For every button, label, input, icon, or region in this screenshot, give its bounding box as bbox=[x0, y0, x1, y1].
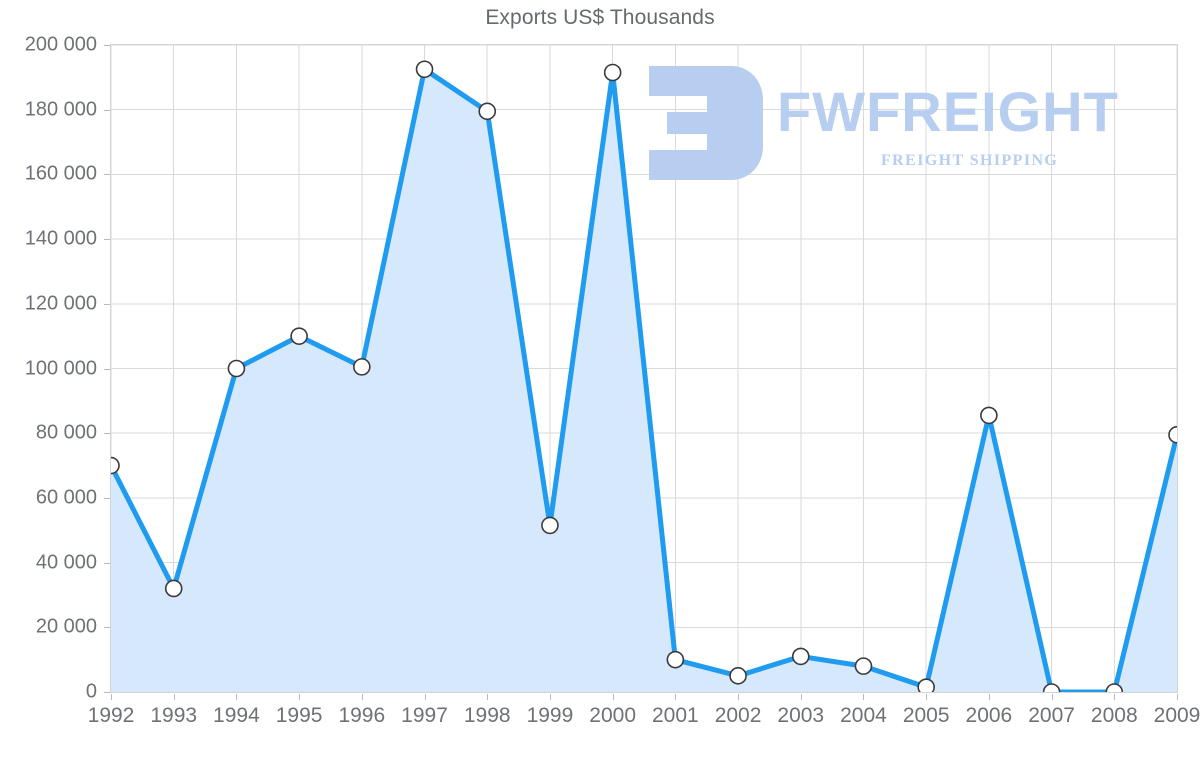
data-point-marker[interactable] bbox=[415, 60, 434, 79]
x-tick-label: 2004 bbox=[840, 704, 887, 727]
x-tick-mark bbox=[550, 694, 551, 700]
x-tick-mark bbox=[1052, 694, 1053, 700]
x-tick-label: 2006 bbox=[965, 704, 1013, 727]
data-point-marker[interactable] bbox=[111, 456, 120, 475]
y-tick-label: 60 000 bbox=[35, 486, 97, 509]
x-tick-label: 1994 bbox=[213, 704, 260, 727]
data-point-marker[interactable] bbox=[854, 657, 873, 675]
x-tick-mark bbox=[236, 694, 237, 700]
data-point-marker[interactable] bbox=[541, 516, 559, 535]
x-tick-label: 2000 bbox=[589, 704, 636, 727]
y-tick-label: 20 000 bbox=[35, 615, 97, 638]
x-tick-mark bbox=[425, 694, 426, 700]
y-tick-label: 180 000 bbox=[24, 98, 97, 121]
y-tick-label: 140 000 bbox=[24, 227, 97, 250]
x-tick-mark bbox=[362, 694, 363, 700]
x-tick-label: 2008 bbox=[1090, 704, 1138, 727]
x-tick-label: 1995 bbox=[275, 704, 323, 727]
x-tick-mark bbox=[926, 694, 927, 700]
y-tick-mark bbox=[104, 627, 110, 628]
x-tick-label: 2005 bbox=[902, 704, 950, 727]
series-svg bbox=[111, 45, 1177, 692]
y-tick-label: 120 000 bbox=[24, 292, 97, 315]
y-tick-mark bbox=[104, 433, 110, 434]
x-tick-mark bbox=[989, 694, 990, 700]
x-tick-mark bbox=[801, 694, 802, 700]
x-tick-mark bbox=[1114, 694, 1115, 700]
x-tick-mark bbox=[738, 694, 739, 700]
y-tick-label: 200 000 bbox=[24, 33, 97, 56]
x-tick-mark bbox=[613, 694, 614, 700]
y-tick-mark bbox=[104, 304, 110, 305]
data-point-marker[interactable] bbox=[227, 359, 246, 378]
y-tick-mark bbox=[104, 498, 110, 499]
chart-title: Exports US$ Thousands bbox=[485, 6, 715, 29]
data-point-marker[interactable] bbox=[478, 102, 497, 121]
x-tick-label: 2003 bbox=[777, 704, 825, 727]
data-point-marker[interactable] bbox=[791, 647, 810, 666]
data-point-marker[interactable] bbox=[1042, 683, 1061, 692]
x-tick-label: 1997 bbox=[401, 704, 448, 727]
data-point-marker[interactable] bbox=[290, 327, 308, 345]
data-point-marker[interactable] bbox=[917, 678, 935, 692]
x-tick-mark bbox=[299, 694, 300, 700]
data-point-marker[interactable] bbox=[164, 579, 183, 598]
y-tick-mark bbox=[104, 174, 110, 175]
data-point-marker[interactable] bbox=[1105, 683, 1124, 692]
y-tick-label: 100 000 bbox=[24, 357, 97, 379]
y-tick-label: 160 000 bbox=[24, 162, 97, 185]
data-point-marker[interactable] bbox=[729, 667, 747, 685]
x-tick-mark bbox=[487, 694, 488, 700]
data-point-marker[interactable] bbox=[666, 650, 685, 669]
x-tick-label: 1998 bbox=[463, 704, 511, 727]
y-tick-mark bbox=[104, 45, 110, 46]
y-tick-mark bbox=[104, 239, 110, 240]
x-tick-label: 2002 bbox=[714, 704, 762, 727]
x-tick-label: 2009 bbox=[1153, 704, 1200, 727]
data-point-marker[interactable] bbox=[603, 63, 622, 82]
data-point-marker[interactable] bbox=[1168, 426, 1177, 444]
y-tick-mark bbox=[104, 692, 110, 693]
y-tick-mark bbox=[104, 110, 110, 111]
x-tick-label: 1992 bbox=[87, 704, 135, 727]
x-tick-mark bbox=[1177, 694, 1178, 700]
series-line bbox=[111, 66, 1177, 692]
y-tick-mark bbox=[104, 563, 110, 564]
x-tick-mark bbox=[863, 694, 864, 700]
y-tick-label: 40 000 bbox=[35, 551, 97, 574]
x-tick-label: 2001 bbox=[651, 704, 699, 727]
x-tick-label: 1996 bbox=[338, 704, 386, 727]
y-tick-label: 0 bbox=[85, 680, 97, 703]
data-point-marker[interactable] bbox=[980, 406, 998, 425]
x-tick-mark bbox=[174, 694, 175, 700]
plot-area bbox=[110, 44, 1178, 693]
data-point-marker[interactable] bbox=[353, 358, 371, 376]
x-tick-label: 1999 bbox=[526, 704, 574, 727]
x-tick-mark bbox=[111, 694, 112, 700]
x-tick-label: 2007 bbox=[1028, 704, 1075, 727]
y-tick-label: 80 000 bbox=[35, 421, 97, 444]
y-tick-mark bbox=[104, 369, 110, 370]
x-tick-mark bbox=[675, 694, 676, 700]
x-tick-label: 1993 bbox=[150, 704, 198, 727]
